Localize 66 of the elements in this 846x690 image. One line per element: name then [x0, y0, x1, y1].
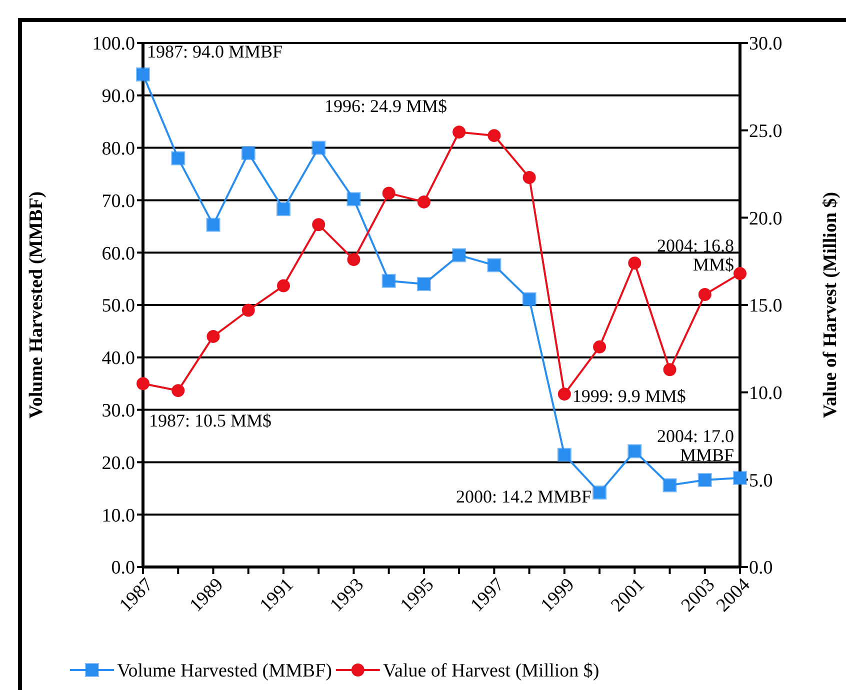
y2-tick-label: 15.0 — [749, 296, 782, 317]
annotation: 2000: 14.2 MMBF — [456, 486, 592, 507]
y-tick-label: 70.0 — [102, 190, 135, 212]
point — [206, 218, 220, 232]
point — [487, 258, 502, 272]
y-axis-title: Volume Harvested (MMBF) — [26, 191, 47, 419]
point — [452, 248, 466, 262]
y2-tick-label: 0.0 — [749, 558, 773, 579]
point — [346, 192, 361, 206]
y-tick-label: 30.0 — [102, 400, 135, 422]
y-tick-label: 60.0 — [102, 243, 135, 264]
point — [347, 253, 360, 266]
point — [593, 340, 606, 354]
y2-tick-label: 10.0 — [749, 382, 782, 404]
point — [382, 186, 396, 200]
point — [698, 288, 712, 302]
point — [663, 363, 676, 376]
y2-tick-label: 25.0 — [749, 120, 782, 142]
point — [522, 292, 536, 306]
legend-label: Volume Harvested (MMBF) — [117, 660, 332, 682]
point — [733, 470, 747, 485]
point — [452, 126, 466, 139]
point — [558, 388, 571, 401]
point — [628, 256, 642, 270]
y-tick-label: 50.0 — [102, 296, 135, 317]
point — [522, 170, 536, 184]
point — [206, 330, 220, 343]
point — [242, 304, 255, 317]
y-tick-label: 80.0 — [102, 138, 135, 160]
point — [276, 279, 290, 292]
y-tick-label: 90.0 — [102, 86, 135, 108]
point — [592, 486, 607, 500]
point — [488, 129, 501, 142]
point — [417, 195, 430, 208]
annotation: 1987: 10.5 MM$ — [149, 410, 272, 431]
y2-tick-label: 30.0 — [749, 34, 782, 55]
y-tick-label: 10.0 — [102, 505, 135, 526]
y2-axis-title: Value of Harvest (Million $) — [820, 192, 841, 418]
point — [698, 473, 712, 488]
y-tick-label: 0.0 — [111, 558, 135, 579]
point — [628, 444, 642, 458]
legend-label: Value of Harvest (Million $) — [382, 660, 600, 682]
x-tick-label: 1991 — [256, 574, 298, 616]
y-tick-label: 40.0 — [102, 348, 135, 370]
point — [312, 140, 326, 155]
annotation: 1987: 94.0 MMBF — [147, 41, 283, 62]
y2-tick-label: 20.0 — [749, 208, 782, 230]
point — [136, 377, 150, 390]
point — [172, 384, 185, 398]
annotation: 2004: 17.0 MMBF — [656, 426, 734, 465]
point — [734, 267, 746, 280]
point — [662, 478, 677, 492]
y-tick-label: 20.0 — [102, 452, 135, 474]
y2-tick-label: 5.0 — [749, 470, 773, 492]
point — [382, 274, 396, 288]
annotation: 1999: 9.9 MM$ — [572, 386, 686, 406]
point — [557, 448, 572, 462]
point — [416, 277, 431, 292]
annotation: 1996: 24.9 MM$ — [324, 96, 448, 116]
y-tick-label: 100.0 — [92, 34, 135, 55]
point — [276, 202, 290, 216]
point — [171, 151, 186, 166]
point — [136, 67, 150, 82]
point — [312, 218, 326, 232]
annotation: 2004: 16.8 MM$ — [656, 236, 734, 275]
point — [241, 146, 256, 160]
